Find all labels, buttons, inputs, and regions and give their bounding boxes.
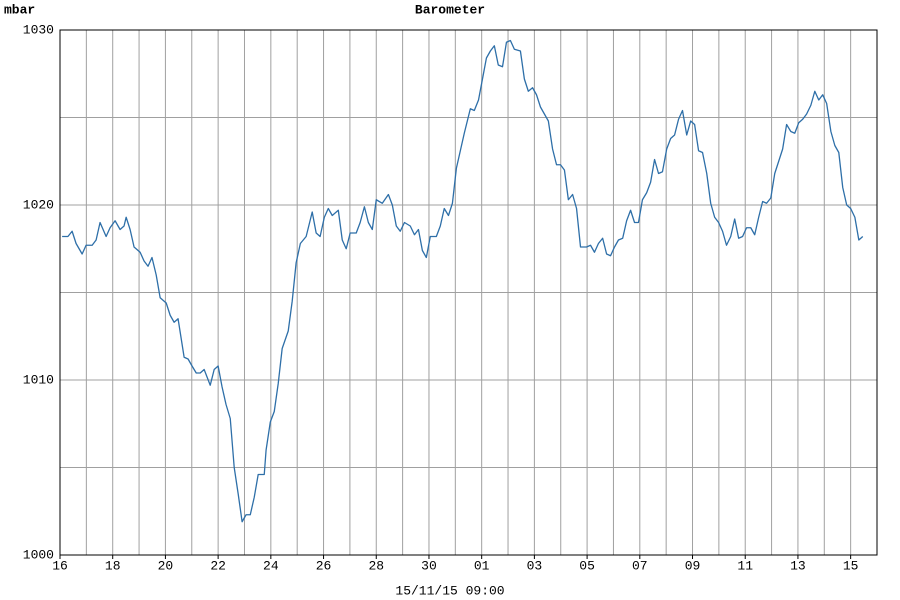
x-tick-label: 22 bbox=[210, 558, 226, 573]
y-tick-label: 1010 bbox=[23, 372, 54, 387]
data-line bbox=[62, 39, 864, 523]
x-tick-label: 18 bbox=[105, 558, 121, 573]
x-tick-label: 03 bbox=[527, 558, 543, 573]
y-tick-label: 1030 bbox=[23, 22, 54, 37]
y-tick-label: 1000 bbox=[23, 547, 54, 562]
x-axis-label: 15/11/15 09:00 bbox=[395, 583, 504, 598]
x-tick-label: 26 bbox=[316, 558, 332, 573]
x-tick-label: 30 bbox=[421, 558, 437, 573]
x-tick-label: 15 bbox=[843, 558, 859, 573]
chart-title: Barometer bbox=[415, 2, 485, 17]
x-tick-label: 16 bbox=[52, 558, 68, 573]
x-tick-label: 28 bbox=[368, 558, 384, 573]
x-tick-label: 11 bbox=[737, 558, 753, 573]
x-tick-label: 13 bbox=[790, 558, 806, 573]
plot-frame bbox=[59, 29, 878, 556]
x-tick-label: 24 bbox=[263, 558, 279, 573]
x-tick-label: 09 bbox=[685, 558, 701, 573]
x-tick-label: 20 bbox=[158, 558, 174, 573]
x-tick-label: 07 bbox=[632, 558, 648, 573]
x-tick-label: 01 bbox=[474, 558, 490, 573]
x-tick-label: 05 bbox=[579, 558, 595, 573]
y-tick-label: 1020 bbox=[23, 197, 54, 212]
y-axis-label: mbar bbox=[4, 2, 35, 17]
